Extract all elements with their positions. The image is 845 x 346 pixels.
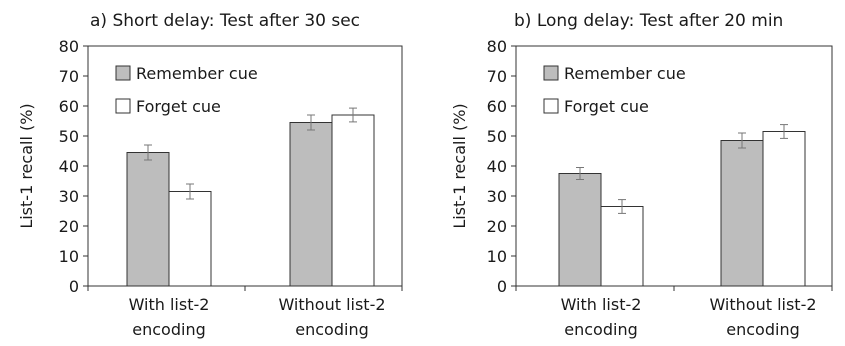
category-label: encoding [726,320,799,339]
y-tick-label: 60 [487,97,507,116]
category-label: With list-2 [129,295,210,314]
category-label: With list-2 [561,295,642,314]
y-tick-label: 20 [59,217,79,236]
y-tick-label: 50 [487,127,507,146]
y-tick-label: 80 [59,37,79,56]
y-tick-label: 10 [59,247,79,266]
y-tick-label: 60 [59,97,79,116]
y-tick-label: 20 [487,217,507,236]
y-tick-label: 70 [487,67,507,86]
bar [600,206,644,287]
y-tick-label: 30 [487,187,507,206]
y-tick-label: 30 [59,187,79,206]
legend-swatch [115,98,131,114]
legend-label: Forget cue [564,97,649,116]
bar [762,131,806,287]
bar [126,152,170,287]
bar [558,173,602,287]
y-tick-label: 0 [497,277,507,296]
category-label: Without list-2 [278,295,385,314]
legend-swatch [543,98,559,114]
category-label: encoding [564,320,637,339]
y-tick-label: 40 [59,157,79,176]
legend-label: Forget cue [136,97,221,116]
y-tick-label: 40 [487,157,507,176]
legend-swatch [543,65,559,81]
y-axis-label: List-1 recall (%) [17,103,36,228]
chart-panel-b: b) Long delay: Test after 20 min 0 10 20 30 4… [450,11,833,339]
bar [720,140,764,287]
chart-title: b) Long delay: Test after 20 min [514,11,783,31]
category-label: Without list-2 [709,295,816,314]
y-tick-label: 0 [69,277,79,296]
category-label: encoding [132,320,205,339]
bar [289,122,333,287]
legend-label: Remember cue [136,64,258,83]
bar [168,191,212,287]
chart-title: a) Short delay: Test after 30 sec [90,11,360,31]
category-label: encoding [295,320,368,339]
y-tick-label: 80 [487,37,507,56]
y-axis-label: List-1 recall (%) [450,103,469,228]
y-tick-label: 10 [487,247,507,266]
legend-label: Remember cue [564,64,686,83]
y-tick-label: 50 [59,127,79,146]
bar [331,114,375,287]
chart-panel-a: a) Short delay: Test after 30 sec 0 10 20 30… [17,11,403,339]
legend-swatch [115,65,131,81]
y-tick-label: 70 [59,67,79,86]
